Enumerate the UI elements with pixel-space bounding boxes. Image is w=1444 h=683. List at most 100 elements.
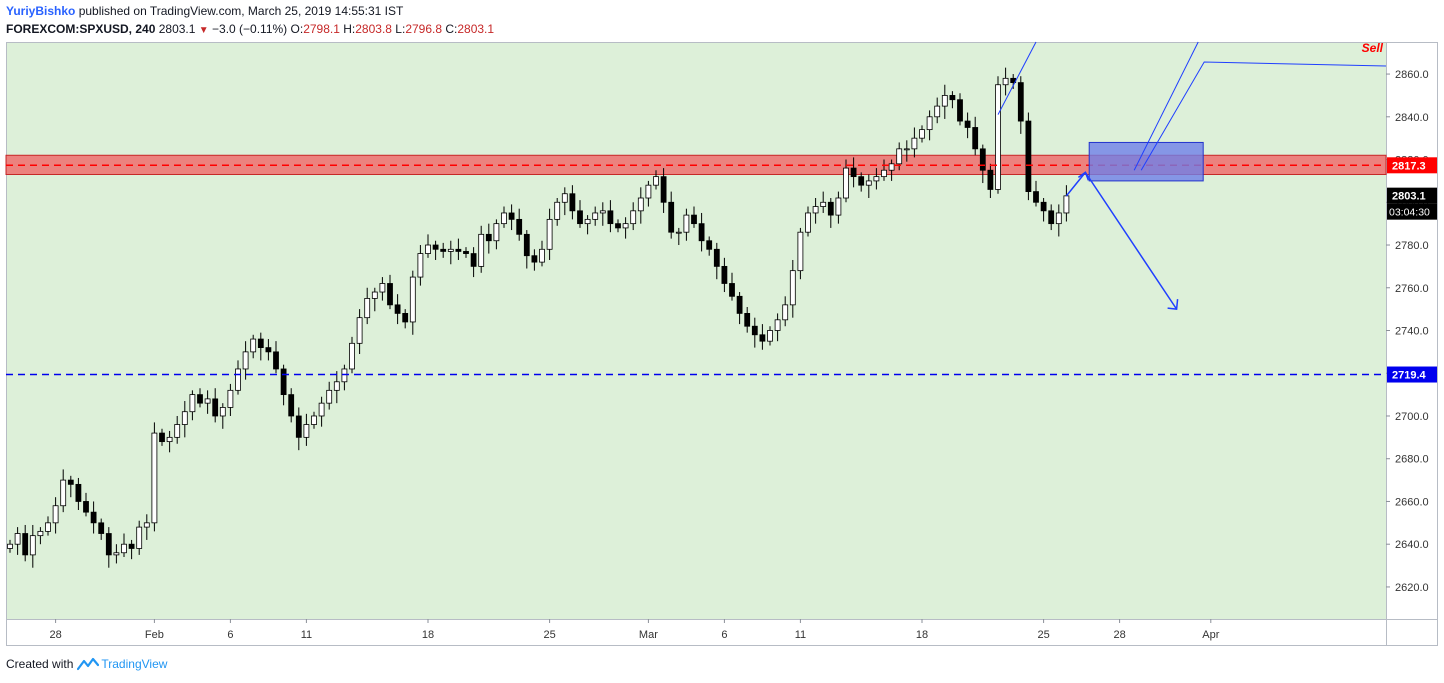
candle-body[interactable]	[318, 402, 325, 417]
candle-body[interactable]	[569, 193, 576, 212]
candle-body[interactable]	[83, 501, 89, 513]
candle-body[interactable]	[227, 389, 234, 408]
candle-body[interactable]	[926, 116, 933, 131]
candle-body[interactable]	[52, 505, 59, 524]
candle-body[interactable]	[919, 129, 925, 139]
candle-body[interactable]	[151, 432, 158, 524]
candle-body[interactable]	[1040, 201, 1047, 212]
candle-body[interactable]	[311, 415, 317, 425]
candle-body[interactable]	[341, 368, 348, 383]
candle-body[interactable]	[599, 210, 606, 214]
candle-body[interactable]	[782, 304, 789, 321]
candle-body[interactable]	[478, 233, 485, 267]
candle-body[interactable]	[820, 201, 827, 207]
candle-body[interactable]	[22, 533, 29, 556]
candle-body[interactable]	[964, 120, 971, 128]
candle-body[interactable]	[257, 338, 264, 348]
candle-body[interactable]	[675, 231, 682, 234]
candle-body[interactable]	[470, 253, 477, 267]
candle-body[interactable]	[850, 167, 857, 178]
candle-body[interactable]	[523, 233, 530, 257]
candle-body[interactable]	[607, 210, 614, 225]
candle-body[interactable]	[774, 319, 781, 331]
candle-body[interactable]	[516, 218, 523, 235]
candle-body[interactable]	[197, 394, 203, 404]
candle-body[interactable]	[402, 313, 409, 323]
candle-body[interactable]	[759, 334, 766, 342]
candle-body[interactable]	[349, 342, 355, 370]
candle-body[interactable]	[698, 223, 705, 242]
candle-body[interactable]	[645, 184, 652, 199]
candle-body[interactable]	[136, 526, 143, 549]
candle-body[interactable]	[90, 511, 97, 524]
candle-body[interactable]	[432, 244, 439, 250]
candle-body[interactable]	[303, 424, 310, 438]
candle-body[interactable]	[979, 148, 986, 171]
candle-body[interactable]	[387, 283, 393, 306]
candle-body[interactable]	[67, 479, 74, 485]
candle-body[interactable]	[1025, 120, 1032, 192]
candle-body[interactable]	[531, 255, 538, 263]
candle-body[interactable]	[812, 206, 819, 214]
candle-body[interactable]	[805, 212, 811, 233]
candle-body[interactable]	[843, 167, 849, 199]
candle-body[interactable]	[888, 163, 895, 171]
tradingview-brand[interactable]: TradingView	[101, 657, 168, 671]
candle-body[interactable]	[219, 407, 226, 417]
candle-body[interactable]	[143, 522, 150, 528]
candle-body[interactable]	[98, 522, 105, 534]
candle-body[interactable]	[288, 394, 295, 417]
candle-body[interactable]	[250, 338, 257, 353]
tradingview-logo-icon[interactable]	[77, 657, 100, 671]
candle-body[interactable]	[333, 381, 340, 391]
candle-body[interactable]	[242, 351, 249, 370]
candle-body[interactable]	[485, 233, 492, 242]
candle-body[interactable]	[995, 84, 1001, 190]
candle-body[interactable]	[797, 231, 804, 272]
candle-body[interactable]	[941, 95, 948, 107]
candle-body[interactable]	[1033, 191, 1039, 203]
candle-body[interactable]	[881, 169, 887, 178]
candle-body[interactable]	[212, 398, 219, 417]
candle-body[interactable]	[409, 276, 416, 323]
candle-body[interactable]	[987, 169, 994, 190]
candle-body[interactable]	[554, 201, 561, 220]
candle-body[interactable]	[204, 398, 211, 404]
candle-body[interactable]	[683, 214, 690, 233]
candle-body[interactable]	[364, 298, 371, 319]
candle-body[interactable]	[713, 248, 720, 267]
candle-body[interactable]	[911, 137, 918, 150]
candle-body[interactable]	[128, 543, 135, 549]
plot-area[interactable]	[6, 42, 1386, 619]
candle-body[interactable]	[660, 176, 667, 203]
candle-body[interactable]	[440, 248, 447, 252]
candle-body[interactable]	[105, 533, 112, 556]
candle-body[interactable]	[934, 105, 941, 118]
candle-body[interactable]	[45, 522, 51, 532]
candle-body[interactable]	[744, 313, 751, 327]
candle-body[interactable]	[265, 347, 272, 353]
candle-body[interactable]	[896, 148, 903, 165]
candle-body[interactable]	[166, 436, 173, 443]
candle-body[interactable]	[767, 330, 773, 342]
candle-body[interactable]	[455, 248, 462, 252]
candle-body[interactable]	[371, 291, 378, 299]
candle-body[interactable]	[394, 304, 401, 314]
candle-body[interactable]	[75, 483, 82, 502]
candle-body[interactable]	[295, 415, 302, 438]
candle-body[interactable]	[827, 201, 834, 216]
candle-body[interactable]	[706, 240, 713, 250]
candle-body[interactable]	[447, 248, 454, 252]
candle-body[interactable]	[379, 283, 386, 293]
candle-body[interactable]	[622, 223, 629, 229]
candle-body[interactable]	[637, 197, 644, 212]
candle-body[interactable]	[235, 368, 241, 391]
candle-body[interactable]	[174, 424, 181, 438]
candle-body[interactable]	[121, 543, 127, 554]
candle-body[interactable]	[181, 411, 188, 425]
candle-body[interactable]	[865, 180, 872, 186]
candle-body[interactable]	[1017, 82, 1024, 122]
candle-body[interactable]	[858, 176, 865, 186]
candle-body[interactable]	[113, 552, 120, 556]
